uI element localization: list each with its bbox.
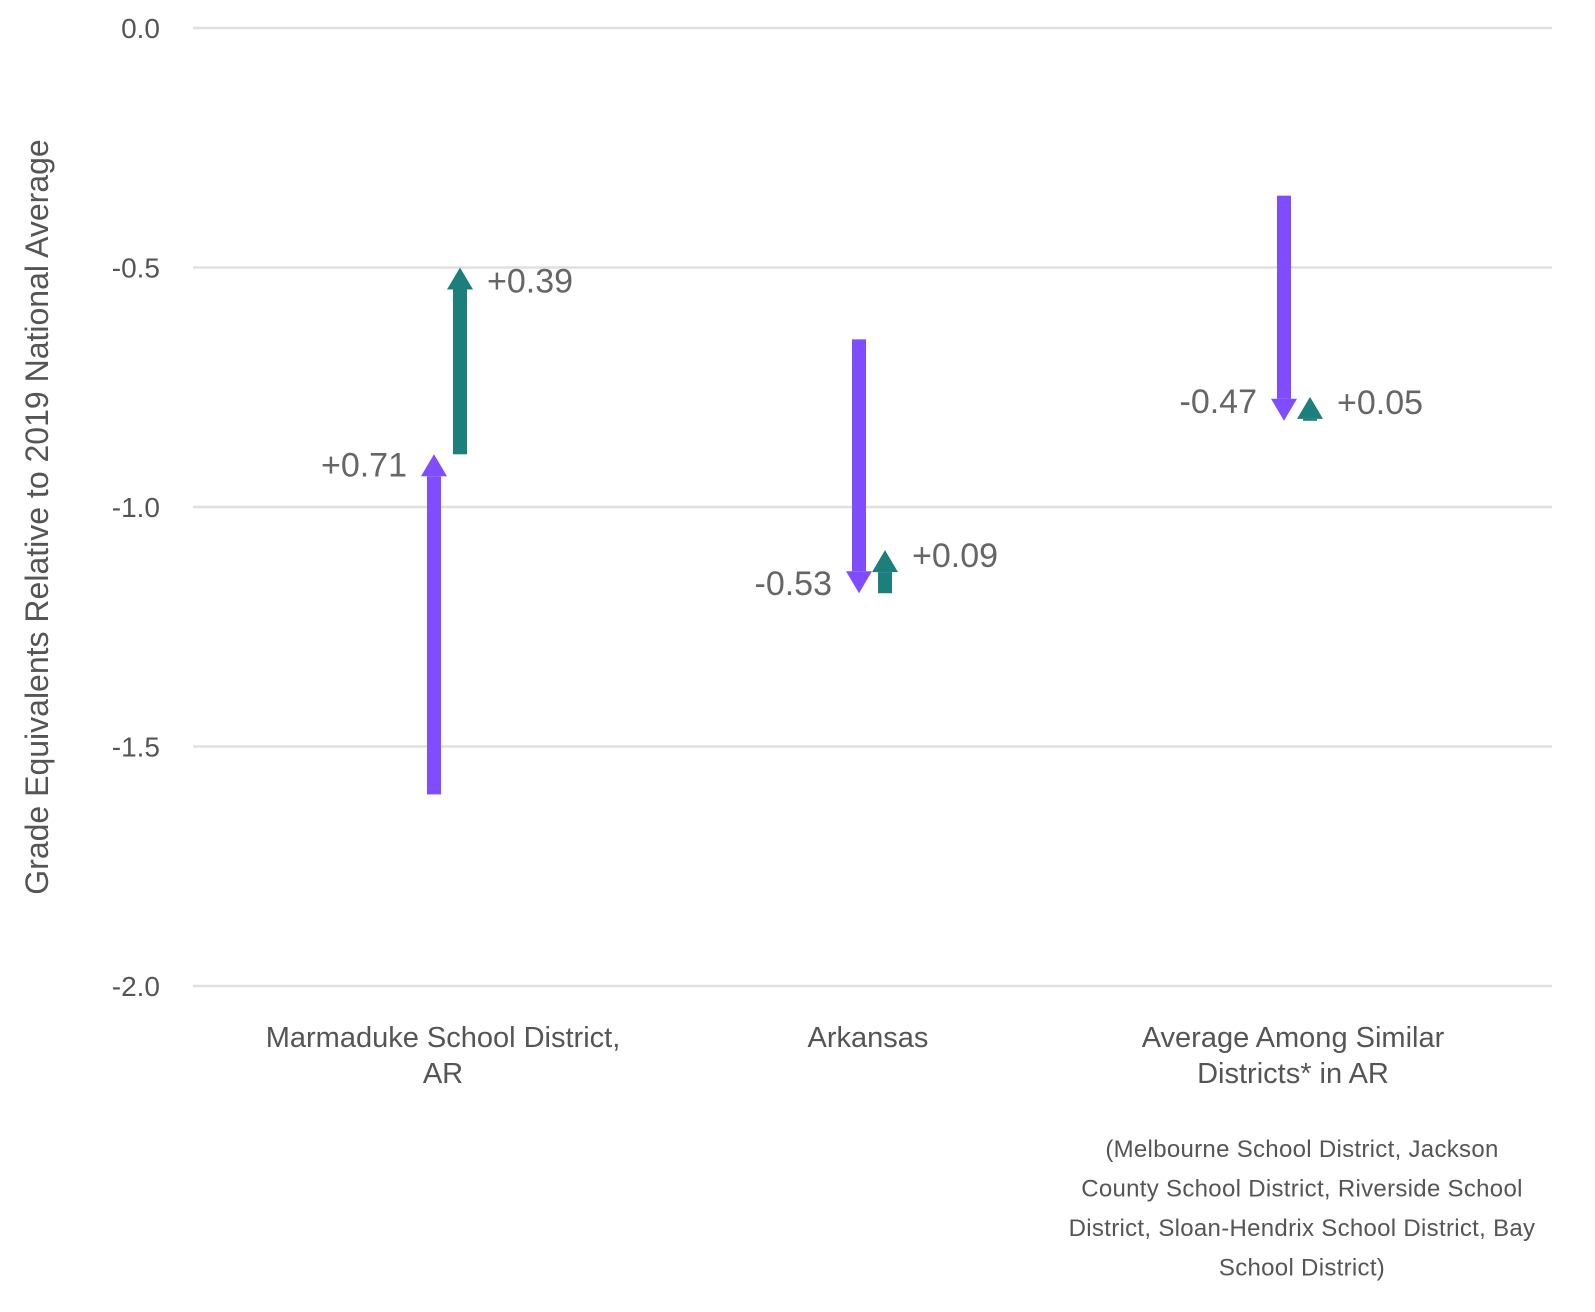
arrow-head: [1297, 396, 1323, 419]
y-tick-label: -0.5: [112, 253, 160, 284]
arrow-shaft: [1277, 195, 1291, 399]
arrow-head: [421, 454, 447, 477]
arrows: +0.71 -0.53 -0.47 +0.39 +0.09 +0.05: [321, 195, 1423, 795]
category-label: AR: [423, 1058, 463, 1090]
category-label: Districts* in AR: [1197, 1058, 1389, 1090]
value-label: -0.47: [1180, 383, 1258, 421]
arrow-shaft: [453, 289, 467, 455]
arrow-1-0: +0.39: [447, 263, 573, 455]
arrow-shaft: [427, 476, 441, 795]
category-label: Arkansas: [808, 1022, 929, 1054]
value-label: +0.39: [487, 263, 573, 301]
arrow-0-2: -0.47: [1180, 195, 1297, 421]
arrow-shaft: [1303, 418, 1317, 421]
arrow-0-0: +0.71: [321, 446, 447, 795]
value-label: +0.05: [1337, 384, 1423, 422]
y-tick-label: -1.0: [112, 492, 160, 523]
arrow-head: [846, 571, 872, 594]
y-tick-label: 0.0: [121, 13, 160, 44]
category-note: (Melbourne School District, Jackson: [1105, 1136, 1498, 1163]
category-note: School District): [1219, 1255, 1385, 1282]
arrow-head: [1271, 398, 1297, 421]
arrow-1-2: +0.05: [1297, 384, 1423, 422]
arrow-1-1: +0.09: [872, 537, 998, 594]
arrow-shaft: [852, 339, 866, 572]
y-tick-label: -1.5: [112, 732, 160, 763]
grid: [193, 26, 1552, 988]
category-label: Marmaduke School District,: [266, 1022, 621, 1054]
y-axis-title: Grade Equivalents Relative to 2019 Natio…: [19, 139, 55, 894]
value-label: -0.53: [755, 565, 833, 603]
arrow-shaft: [878, 572, 892, 594]
arrow-head: [872, 550, 898, 573]
category-label: Average Among Similar: [1142, 1022, 1445, 1054]
value-label: +0.09: [912, 537, 998, 575]
category-note: County School District, Riverside School: [1081, 1176, 1523, 1203]
value-label: +0.71: [321, 446, 407, 484]
category-note: District, Sloan-Hendrix School District,…: [1069, 1215, 1536, 1242]
arrow-head: [447, 267, 473, 290]
arrow-0-1: -0.53: [755, 339, 872, 603]
y-axis-ticks: 0.0 -0.5 -1.0 -1.5 -2.0: [112, 13, 160, 1002]
y-tick-label: -2.0: [112, 971, 160, 1002]
category-labels: Marmaduke School District, AR Arkansas Aver…: [266, 1022, 1536, 1282]
